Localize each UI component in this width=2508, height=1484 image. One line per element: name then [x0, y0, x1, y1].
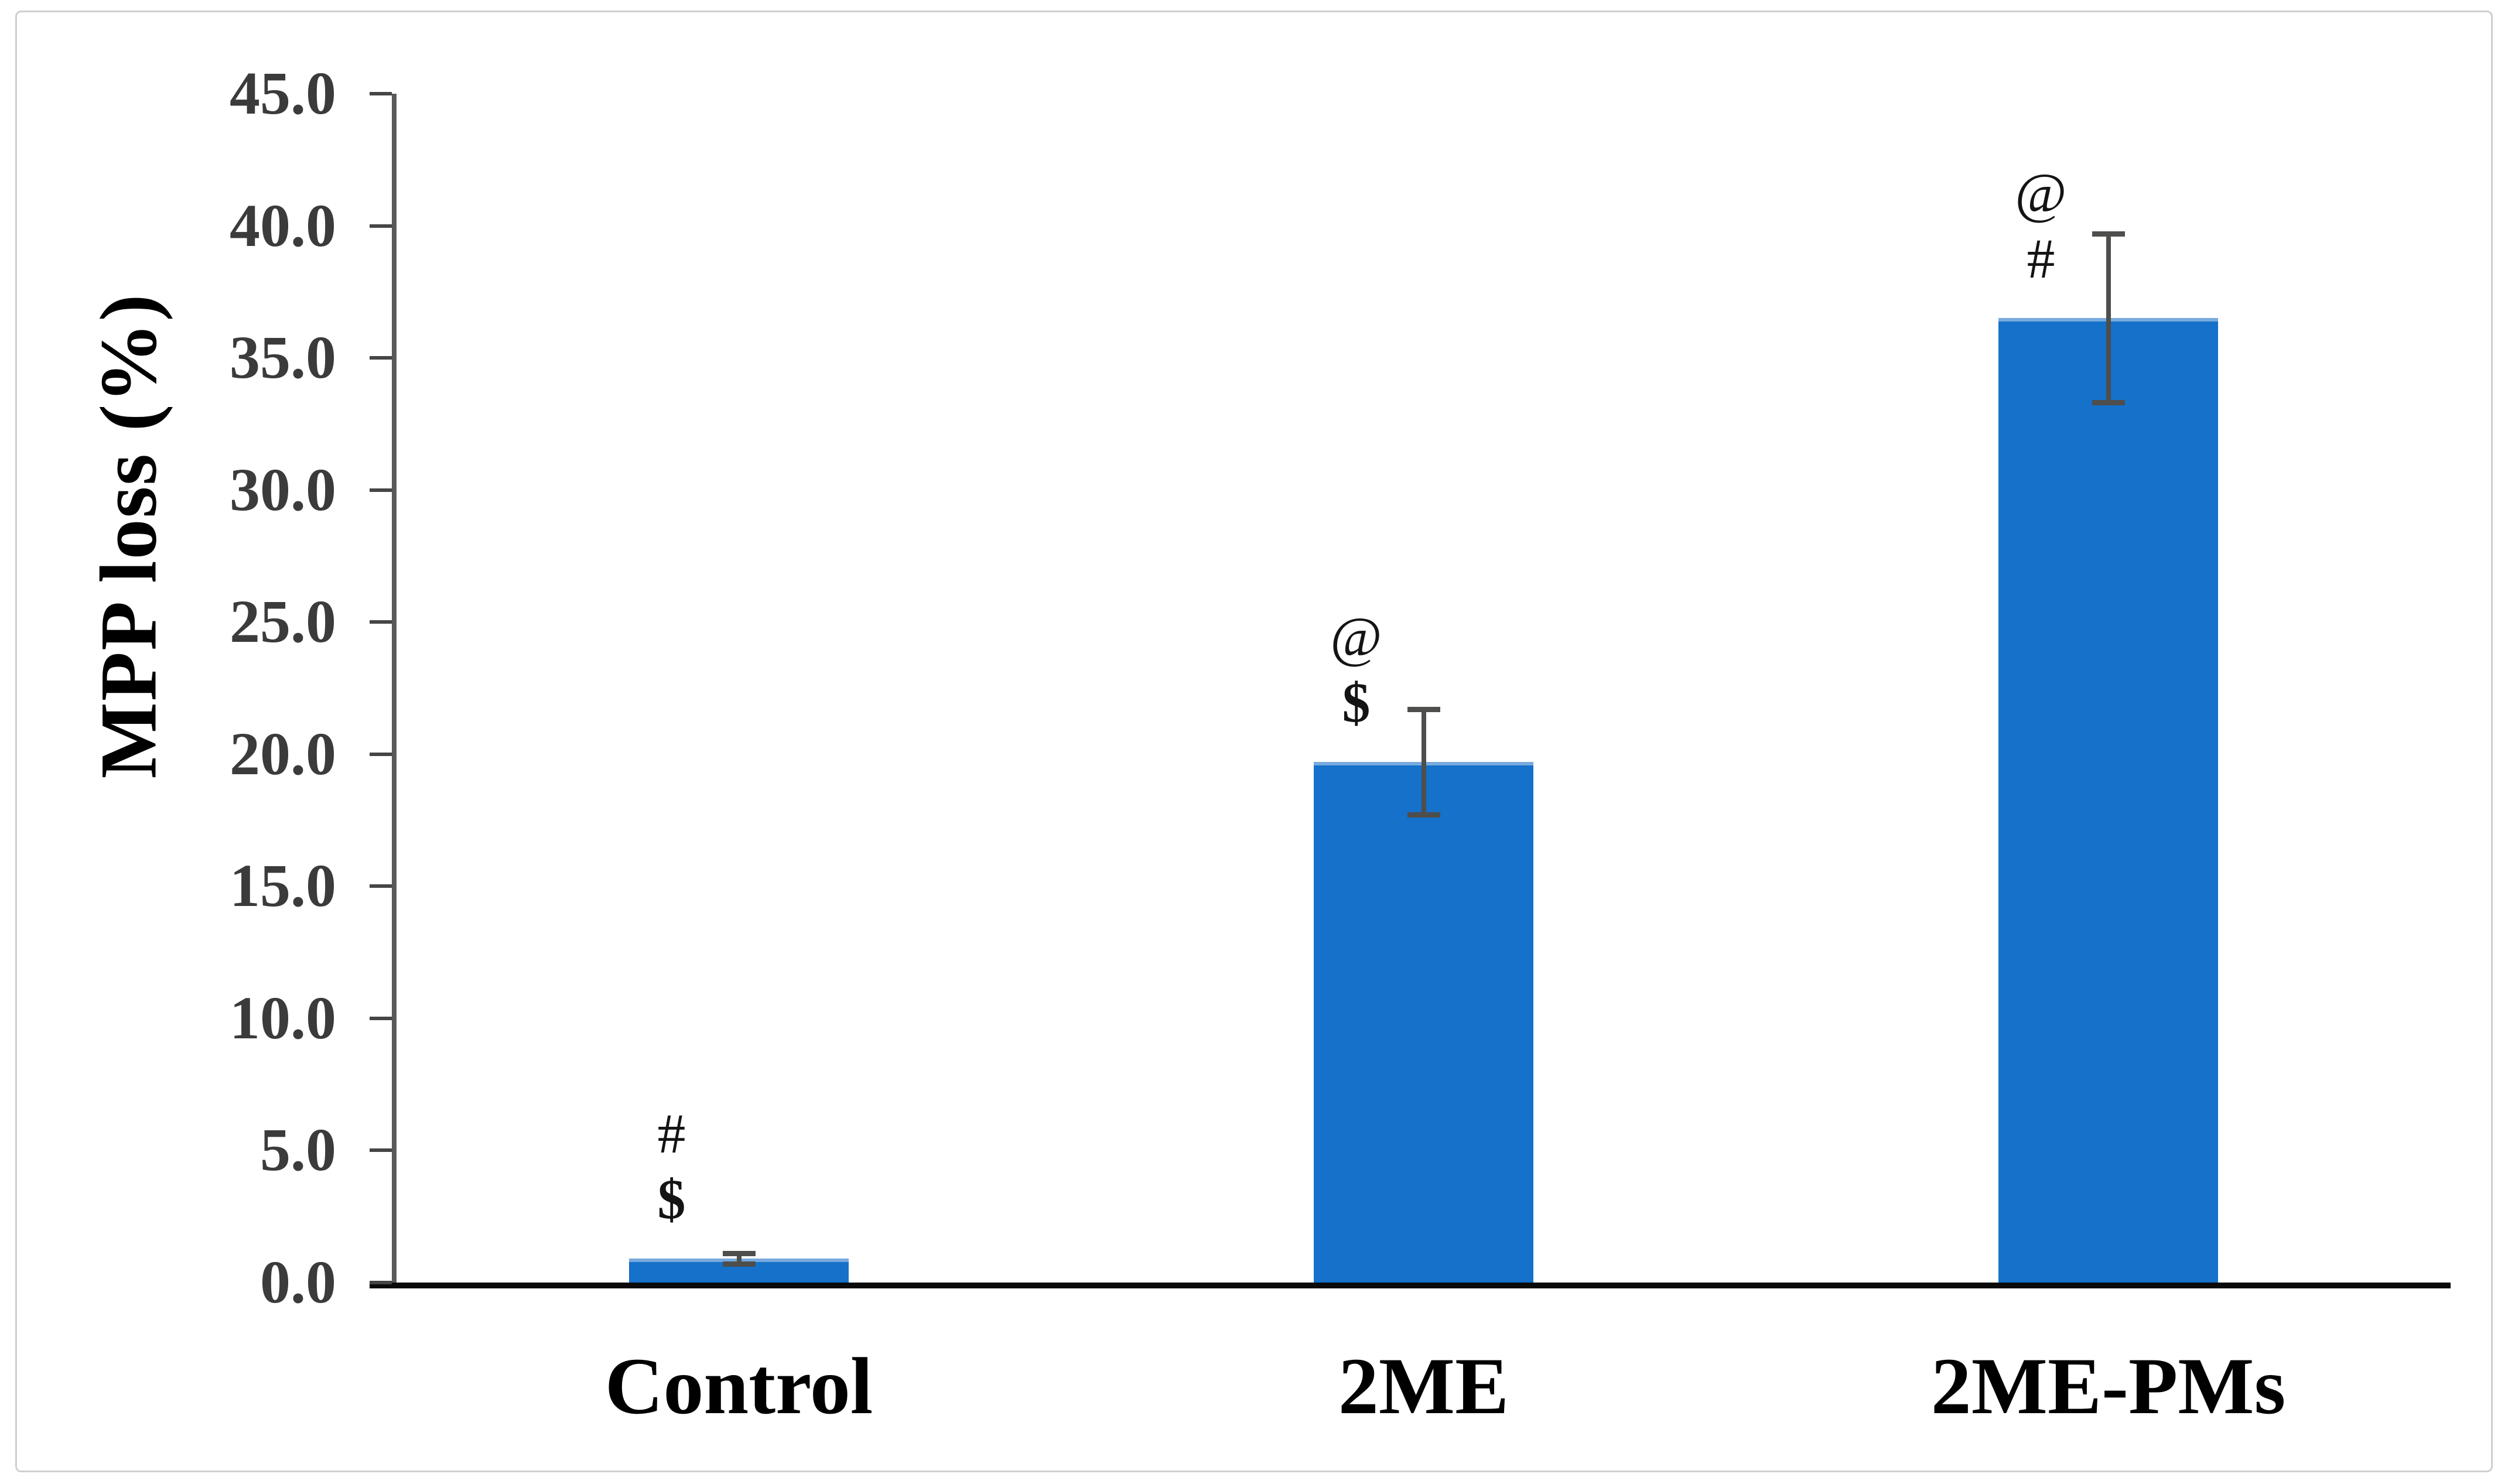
- bar: [1998, 318, 2218, 1283]
- y-tick-label: 35.0: [230, 324, 336, 392]
- plot-area: 0.0 5.0 10.0 15.0 20.0 25.0 30.0 35.0 40.0 45.0 #…: [230, 63, 2451, 1427]
- x-category-label: Control: [604, 1341, 873, 1431]
- error-bar-line: [1421, 709, 1426, 815]
- y-tick-label: 45.0: [230, 60, 336, 127]
- y-tick-label: 40.0: [230, 192, 336, 259]
- y-tick-label: 15.0: [230, 852, 336, 920]
- bar-annotation: @ #: [2006, 160, 2076, 292]
- y-tick-label: 20.0: [230, 720, 336, 788]
- significance-symbol: @: [1330, 606, 1382, 669]
- bar-annotation: # $: [637, 1101, 707, 1232]
- bar-annotation: @ $: [1321, 604, 1392, 736]
- error-bar-bottom-cap: [722, 1261, 756, 1267]
- x-axis-line: [370, 1283, 2451, 1288]
- error-bar-bottom-cap: [1407, 812, 1440, 818]
- y-tick: [370, 752, 392, 756]
- significance-symbol: @: [2015, 162, 2067, 225]
- significance-symbol: #: [657, 1102, 686, 1165]
- y-tick: [370, 1016, 392, 1020]
- y-tick: [370, 1281, 392, 1284]
- bar: [1314, 762, 1533, 1283]
- significance-symbol: #: [2027, 227, 2055, 290]
- y-tick: [370, 1148, 392, 1153]
- error-bar-top-cap: [2092, 231, 2125, 237]
- figure-frame: MPP loss (%) 0.0 5.0 10.0 15.0 20.0 25.0 30.0 3…: [15, 11, 2493, 1472]
- y-tick: [370, 488, 392, 492]
- x-category-label: 2ME-PMs: [1930, 1341, 2286, 1431]
- y-tick: [370, 620, 392, 624]
- y-tick-label: 30.0: [230, 456, 336, 524]
- y-tick: [370, 92, 392, 95]
- y-tick-label: 5.0: [260, 1116, 336, 1184]
- error-bar-top-cap: [1407, 706, 1440, 712]
- y-axis-line: [392, 94, 397, 1283]
- y-tick-label: 10.0: [230, 984, 336, 1052]
- error-bar-bottom-cap: [2092, 400, 2125, 406]
- y-tick: [370, 884, 392, 888]
- y-tick: [370, 224, 392, 228]
- y-tick: [370, 356, 392, 360]
- significance-symbol: $: [1342, 671, 1371, 734]
- y-tick-label: 0.0: [260, 1249, 336, 1316]
- significance-symbol: $: [657, 1168, 686, 1231]
- error-bar-line: [2106, 234, 2111, 403]
- error-bar-top-cap: [722, 1250, 756, 1256]
- y-tick-label: 25.0: [230, 588, 336, 656]
- error-bar-line: [736, 1253, 742, 1264]
- x-category-label: 2ME: [1338, 1341, 1509, 1431]
